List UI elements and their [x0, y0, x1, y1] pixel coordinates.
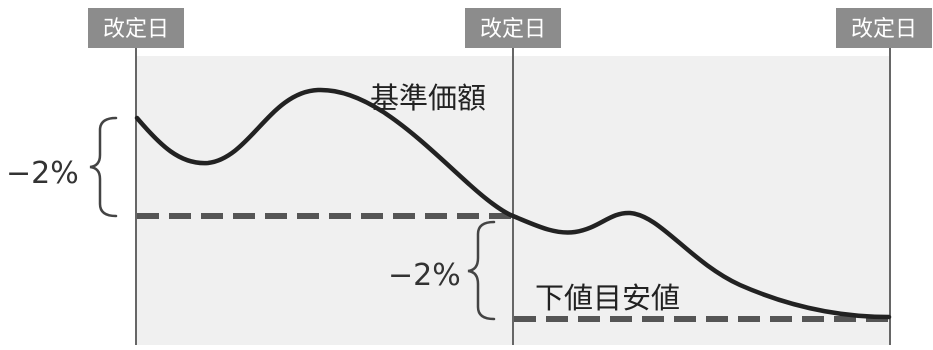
label-pct-lower: −2%	[388, 258, 461, 293]
tag-revision-date-right-label: 改定日	[851, 17, 917, 42]
tag-revision-date-middle-label: 改定日	[480, 17, 546, 42]
label-pct-upper: −2%	[6, 156, 79, 191]
tag-revision-date-middle-bg	[465, 8, 561, 48]
label-nav: 基準価額	[370, 81, 486, 115]
panel-period-1	[137, 56, 512, 345]
tag-revision-date-right-bg	[836, 8, 932, 48]
brace-upper	[89, 116, 118, 218]
tag-revision-date-left: 改定日	[88, 8, 184, 48]
tag-revision-date-right: 改定日	[836, 8, 932, 48]
tag-revision-date-middle: 改定日	[465, 8, 561, 48]
brace-lower	[467, 220, 496, 321]
label-lower-target: 下値目安値	[535, 281, 680, 315]
tag-revision-date-left-label: 改定日	[103, 17, 169, 42]
tag-revision-date-left-bg	[88, 8, 184, 48]
nav-curve	[134, 87, 892, 320]
panel-period-2	[514, 56, 889, 345]
